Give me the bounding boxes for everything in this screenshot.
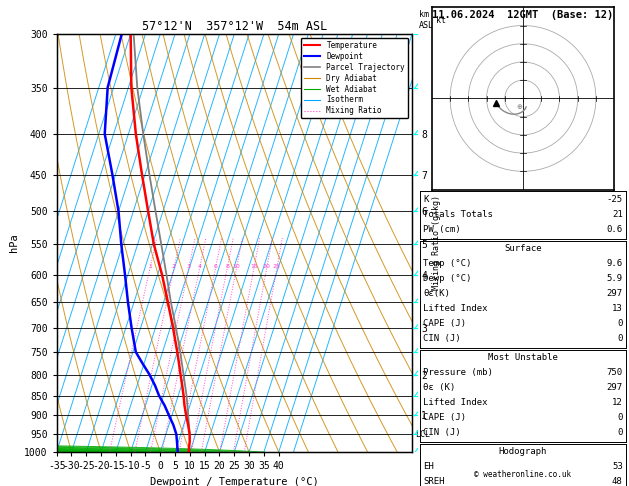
Text: 11.06.2024  12GMT  (Base: 12): 11.06.2024 12GMT (Base: 12) (432, 10, 614, 20)
Text: ⊕: ⊕ (516, 104, 522, 110)
Title: 57°12'N  357°12'W  54m ASL: 57°12'N 357°12'W 54m ASL (142, 20, 327, 33)
Text: 8: 8 (225, 264, 229, 269)
Text: 10: 10 (233, 264, 240, 269)
Text: 297: 297 (606, 383, 623, 392)
Text: LCL: LCL (416, 430, 430, 439)
Text: 53: 53 (612, 462, 623, 471)
Text: 25: 25 (273, 264, 281, 269)
Text: EH: EH (423, 462, 434, 471)
Text: 9.6: 9.6 (606, 259, 623, 268)
Text: Dewp (°C): Dewp (°C) (423, 274, 472, 283)
Text: 297: 297 (606, 289, 623, 298)
Y-axis label: hPa: hPa (9, 234, 18, 252)
Text: 21: 21 (612, 209, 623, 219)
Text: Most Unstable: Most Unstable (488, 353, 558, 362)
Text: -25: -25 (606, 194, 623, 204)
Text: 0: 0 (617, 334, 623, 343)
Text: SREH: SREH (423, 477, 445, 486)
Text: 6: 6 (213, 264, 217, 269)
Text: 20: 20 (263, 264, 270, 269)
Text: Totals Totals: Totals Totals (423, 209, 493, 219)
Text: θε (K): θε (K) (423, 383, 455, 392)
Text: PW (cm): PW (cm) (423, 225, 461, 234)
Text: 13: 13 (612, 304, 623, 313)
Text: 0: 0 (617, 413, 623, 422)
Text: 4: 4 (198, 264, 201, 269)
Text: K: K (423, 194, 429, 204)
Text: Lifted Index: Lifted Index (423, 304, 488, 313)
Text: θε(K): θε(K) (423, 289, 450, 298)
Text: 12: 12 (612, 398, 623, 407)
Text: 3: 3 (187, 264, 191, 269)
Legend: Temperature, Dewpoint, Parcel Trajectory, Dry Adiabat, Wet Adiabat, Isotherm, Mi: Temperature, Dewpoint, Parcel Trajectory… (301, 38, 408, 119)
Text: CIN (J): CIN (J) (423, 334, 461, 343)
Text: 0: 0 (617, 319, 623, 328)
Text: 5.9: 5.9 (606, 274, 623, 283)
Text: Pressure (mb): Pressure (mb) (423, 368, 493, 377)
Text: © weatheronline.co.uk: © weatheronline.co.uk (474, 469, 572, 479)
Text: Lifted Index: Lifted Index (423, 398, 488, 407)
Text: CAPE (J): CAPE (J) (423, 319, 466, 328)
Text: CIN (J): CIN (J) (423, 428, 461, 437)
Text: 2: 2 (172, 264, 175, 269)
Text: km
ASL: km ASL (419, 10, 434, 30)
Text: CAPE (J): CAPE (J) (423, 413, 466, 422)
X-axis label: Dewpoint / Temperature (°C): Dewpoint / Temperature (°C) (150, 477, 319, 486)
Text: Surface: Surface (504, 243, 542, 253)
Text: 750: 750 (606, 368, 623, 377)
Text: Hodograph: Hodograph (499, 447, 547, 456)
Text: 48: 48 (612, 477, 623, 486)
Text: kt: kt (435, 17, 445, 25)
Text: Temp (°C): Temp (°C) (423, 259, 472, 268)
Y-axis label: Mixing Ratio (g/kg): Mixing Ratio (g/kg) (433, 195, 442, 291)
Text: 15: 15 (250, 264, 258, 269)
Text: 0.6: 0.6 (606, 225, 623, 234)
Text: 1: 1 (148, 264, 152, 269)
Text: 0: 0 (617, 428, 623, 437)
